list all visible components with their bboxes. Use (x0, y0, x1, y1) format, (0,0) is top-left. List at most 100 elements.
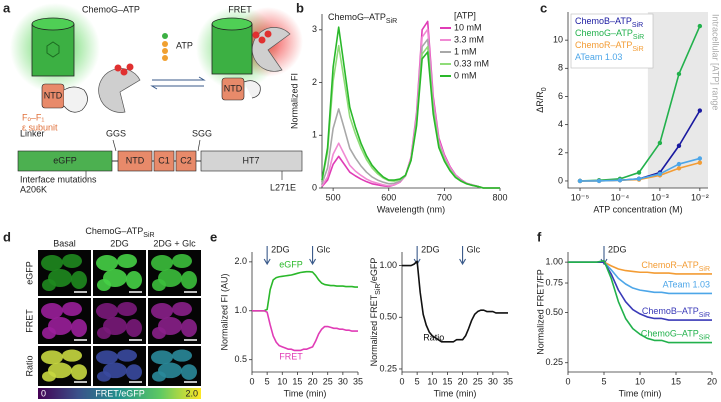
cell (117, 349, 137, 362)
cell (62, 302, 82, 316)
image-grid: ChemoG–ATPSiR Basal 2DG 2DG + Glc eGFP FRET R… (24, 226, 201, 399)
cell (151, 255, 173, 271)
cell (172, 254, 192, 268)
panel-label: a (3, 0, 11, 15)
y-axis-label: Normalized FI (AU) (219, 273, 229, 350)
column-header: 2DG + Glc (153, 238, 196, 248)
domain-label: C2 (180, 155, 192, 165)
x-axis-label: Wavelength (nm) (377, 204, 445, 214)
y-tick-label: 0.50 (545, 307, 563, 317)
atp-icon (162, 55, 168, 61)
domain-annotation: SGG (192, 128, 212, 138)
data-point (676, 71, 682, 77)
y-tick-label: 10 (553, 35, 563, 45)
halotag (98, 68, 141, 113)
domain-label: C1 (158, 155, 170, 165)
y-tick-label: 6 (558, 91, 563, 101)
cell (151, 350, 173, 365)
series-label: eGFP (279, 260, 303, 270)
y-tick-label: 1 (312, 130, 317, 140)
data-point (577, 178, 583, 184)
cell (96, 303, 118, 319)
data-point (697, 23, 703, 29)
cell (172, 302, 192, 316)
egfp-barrel (31, 23, 75, 77)
colorbar-label: 2.0 (185, 388, 198, 398)
legend-label: 0.33 mM (454, 58, 489, 68)
series-label: Ratio (423, 333, 444, 343)
diagram: ChemoG–ATP NTD Fₒ–F₁ ε subunit ATP FRET … (10, 3, 303, 194)
annotation: 2DG (608, 244, 627, 254)
equilibrium-arrow (150, 76, 206, 90)
legend-label: ChemoR–ATPSiR (575, 40, 644, 52)
subunit-shape (243, 80, 261, 99)
x-tick-label: 20 (707, 376, 717, 386)
image-title: ChemoG–ATPSiR (85, 226, 154, 238)
y-tick-label: 0 (558, 175, 563, 185)
domain-annotation: Interface mutations (20, 174, 97, 184)
x-tick-label: 35 (353, 376, 363, 386)
x-tick-label: 30 (488, 376, 498, 386)
cell (117, 254, 137, 268)
legend-label-sub: SiR (632, 46, 643, 53)
domain-label: NTD (126, 155, 145, 165)
fret-label: FRET (228, 4, 252, 14)
sir-dye (120, 68, 128, 76)
series-label-text: ATeam 1.03 (663, 280, 710, 290)
subunit-label: ε subunit (22, 122, 58, 132)
data-point (657, 140, 663, 146)
egfp-top (31, 17, 75, 31)
title-text: ChemoG–ATP (85, 226, 143, 236)
cell (152, 279, 166, 291)
y-tick-label: 0.25 (545, 357, 563, 367)
series-line (321, 26, 500, 189)
y-tick-label: 0.75 (545, 277, 563, 287)
x-tick-label: 0 (565, 376, 570, 386)
cell (71, 364, 87, 380)
legend-label: 1 mM (454, 46, 477, 56)
series-line (568, 259, 712, 344)
annotation: Glc (467, 244, 481, 254)
egfp-top (211, 17, 253, 31)
x-tick-label: 10⁻⁴ (611, 192, 630, 202)
cell (71, 319, 87, 337)
cell (126, 271, 142, 289)
y-tick-label: 1.00 (379, 260, 397, 270)
legend-label-text: ChemoB–ATP (575, 16, 632, 26)
x-tick-label: 15 (671, 376, 681, 386)
data-point (676, 143, 682, 148)
pointer (197, 139, 201, 152)
cell (181, 319, 197, 337)
domain-label: HT7 (242, 155, 259, 165)
x-tick-label: 15 (442, 376, 452, 386)
x-tick-label: 5 (415, 376, 420, 386)
atp-icon (162, 48, 168, 54)
cell (62, 254, 82, 268)
cell (181, 271, 197, 289)
series-label: ChemoG–ATPSiR (641, 329, 710, 341)
domain-annotation: A206K (20, 184, 47, 194)
data-point (676, 161, 682, 167)
legend-label: ChemoG–ATPSiR (575, 28, 644, 40)
series-label-text: FRET (279, 352, 303, 362)
y-tick-label: 2 (312, 77, 317, 87)
data-point (657, 171, 663, 177)
annotation-arrow (309, 246, 317, 266)
series-label-text: ChemoB–ATP (642, 306, 699, 316)
annotation: 2DG (421, 244, 440, 254)
legend-label: ChemoB–ATPSiR (575, 16, 643, 28)
annotation-arrow (263, 246, 271, 266)
y-axis-label-rest: /eGFP (369, 258, 379, 284)
data-point (697, 156, 703, 161)
x-tick-label: 5 (601, 376, 606, 386)
x-tick-label: 10⁻³ (651, 192, 669, 202)
x-tick-label: 500 (326, 192, 341, 202)
domain (17, 150, 113, 172)
series-label-text: ChemoG–ATP (641, 329, 699, 339)
cell (181, 364, 197, 380)
row-label: Ratio (24, 355, 34, 376)
data-point (617, 178, 623, 183)
cell (152, 371, 166, 382)
legend-label-text: ChemoG–ATP (575, 28, 633, 38)
domain-label: eGFP (53, 155, 77, 165)
